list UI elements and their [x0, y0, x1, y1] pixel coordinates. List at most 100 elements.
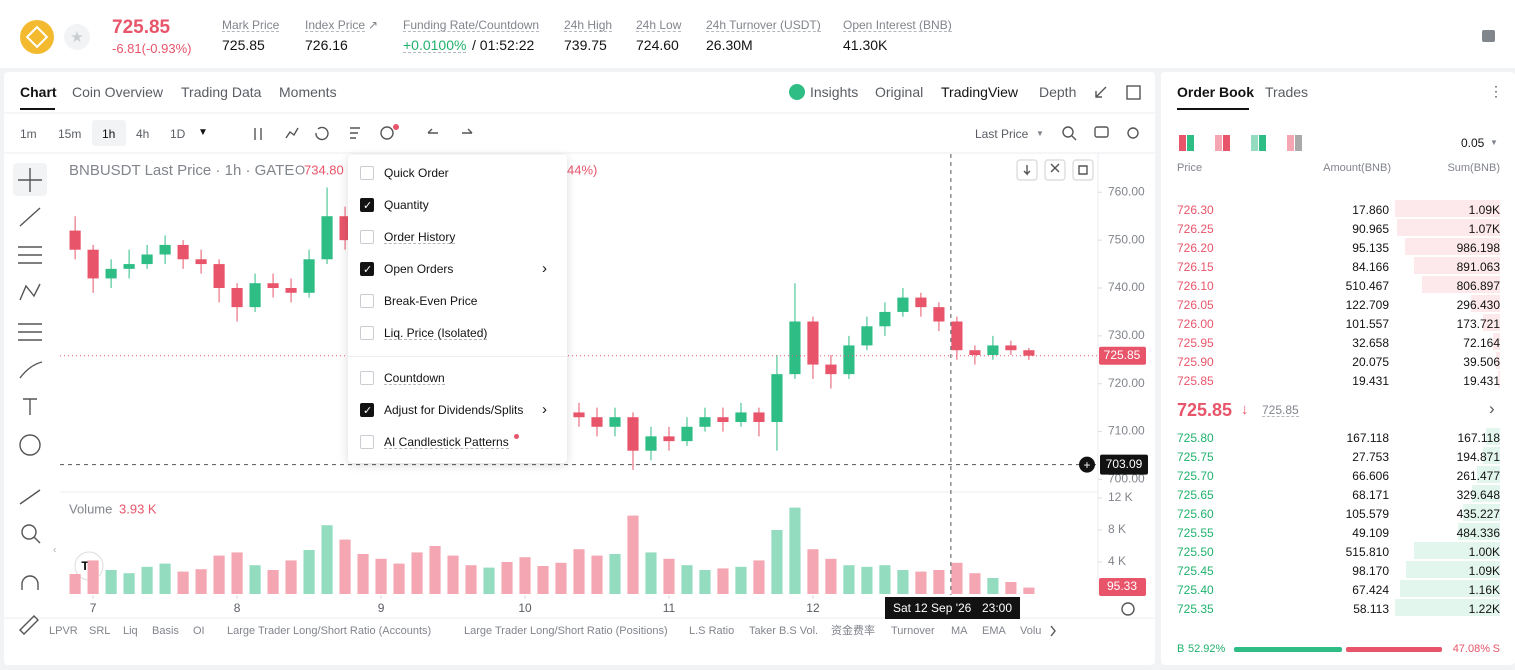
checkbox[interactable]: ✓	[360, 403, 374, 417]
interval[interactable]: 1D	[170, 127, 186, 141]
interval[interactable]: 15m	[58, 127, 82, 141]
layout-icon[interactable]	[1215, 135, 1222, 151]
indicator-tab[interactable]: 资金费率	[831, 625, 875, 637]
interval[interactable]: 4h	[136, 127, 150, 141]
ob-amount: 20.075	[1352, 355, 1389, 369]
indicator-tab[interactable]: Liq	[123, 625, 138, 637]
checkbox[interactable]	[360, 294, 374, 308]
price-type[interactable]: Last Price	[975, 127, 1029, 141]
stat-label: 24h High	[564, 18, 613, 32]
checkbox[interactable]: ✓	[360, 262, 374, 276]
ob-price[interactable]: 726.10	[1177, 279, 1214, 293]
depth-bar	[1483, 314, 1500, 331]
indicator-tab[interactable]: MA	[951, 625, 968, 637]
ob-price[interactable]: 725.90	[1177, 355, 1214, 369]
view-tab[interactable]: TradingView	[941, 84, 1019, 100]
ob-price[interactable]: 726.00	[1177, 317, 1214, 331]
volume-bar	[699, 570, 711, 594]
indicator-tab[interactable]: Volu	[1020, 625, 1042, 637]
indicator-tab[interactable]: EMA	[982, 625, 1006, 637]
indicator-tab[interactable]: Turnover	[891, 625, 935, 637]
col: Amount(BNB)	[1323, 162, 1391, 174]
candle-body	[807, 321, 819, 365]
indicator-tab[interactable]: Large Trader Long/Short Ratio (Accounts)	[227, 625, 432, 637]
volume-bar	[69, 574, 81, 594]
menu-item[interactable]: Open Orders	[384, 262, 454, 276]
ob-price[interactable]: 725.60	[1177, 507, 1214, 521]
depth-bar	[1462, 504, 1500, 521]
stat-value: 725.85	[222, 37, 265, 53]
view-tab[interactable]: Insights	[810, 84, 859, 100]
ob-price[interactable]: 725.80	[1177, 431, 1214, 445]
depth-bar	[1483, 447, 1500, 464]
menu-item[interactable]: Quantity	[384, 198, 429, 212]
view-tab[interactable]: Original	[875, 84, 924, 100]
ob-tab[interactable]: Trades	[1265, 84, 1309, 100]
indicator-tab[interactable]: Basis	[152, 625, 179, 637]
step[interactable]: 0.05	[1461, 136, 1485, 150]
tab[interactable]: Trading Data	[181, 84, 262, 100]
menu-item[interactable]: Order History	[384, 230, 456, 244]
ob-price[interactable]: 725.35	[1177, 602, 1214, 616]
menu-item[interactable]: Liq. Price (Isolated)	[384, 326, 488, 340]
candle-body	[339, 216, 351, 241]
ob-price[interactable]: 725.65	[1177, 488, 1214, 502]
indicator-tab[interactable]: Large Trader Long/Short Ratio (Positions…	[464, 625, 668, 637]
tab[interactable]: Coin Overview	[72, 84, 164, 100]
checkbox[interactable]	[360, 371, 374, 385]
ob-amount: 19.431	[1352, 374, 1389, 388]
chart-settings-menu[interactable]: Quick Order ✓ Quantity Order History ✓ Open O…	[348, 155, 567, 463]
layout-icon[interactable]	[1287, 135, 1294, 151]
menu-item[interactable]: Adjust for Dividends/Splits	[384, 403, 524, 417]
menu-dots: ⋮	[1489, 83, 1503, 99]
interval[interactable]: 1m	[20, 127, 37, 141]
menu-item[interactable]: Break-Even Price	[384, 294, 478, 308]
layout-icon[interactable]	[1295, 135, 1302, 151]
checkbox[interactable]	[360, 435, 374, 449]
checkbox[interactable]	[360, 326, 374, 340]
volume-bar	[285, 560, 297, 594]
mid-price: 725.85	[1177, 400, 1233, 420]
indicator-tab[interactable]: SRL	[89, 625, 111, 637]
indicator-tab[interactable]: L.S Ratio	[689, 625, 735, 637]
ob-price[interactable]: 726.30	[1177, 203, 1214, 217]
dropdown: ▼	[198, 127, 208, 138]
ob-price[interactable]: 725.50	[1177, 545, 1214, 559]
layout-icon[interactable]	[1223, 135, 1230, 151]
ob-price[interactable]: 725.40	[1177, 583, 1214, 597]
ob-price[interactable]: 726.20	[1177, 241, 1214, 255]
interval[interactable]: 1h	[102, 127, 116, 141]
layout-icon[interactable]	[1179, 135, 1186, 151]
ob-price[interactable]: 726.15	[1177, 260, 1214, 274]
y-tick-label: 710.00	[1108, 424, 1145, 438]
menu-item[interactable]: Quick Order	[384, 166, 449, 180]
ob-tab[interactable]: Order Book	[1177, 84, 1255, 100]
indicator-tab[interactable]: LPVR	[49, 625, 78, 637]
ob-price[interactable]: 726.25	[1177, 222, 1214, 236]
ob-price[interactable]: 726.05	[1177, 298, 1214, 312]
layout-icon[interactable]	[1259, 135, 1266, 151]
tab[interactable]: Chart	[20, 84, 57, 100]
ob-price[interactable]: 725.55	[1177, 526, 1214, 540]
indicator-tab[interactable]: Taker B.S Vol.	[749, 625, 819, 637]
y-tick-label: 730.00	[1108, 328, 1145, 342]
crosshair-date: Sat 12 Sep '26	[893, 601, 972, 615]
menu-item[interactable]: Countdown	[384, 371, 445, 385]
candle-body	[87, 249, 99, 279]
ob-price[interactable]: 725.85	[1177, 374, 1214, 388]
checkbox[interactable]	[360, 166, 374, 180]
checkbox[interactable]: ✓	[360, 198, 374, 212]
ob-price[interactable]: 725.75	[1177, 450, 1214, 464]
view-tab[interactable]: Depth	[1039, 84, 1077, 100]
ob-price[interactable]: 725.95	[1177, 336, 1214, 350]
volume-bar	[969, 573, 981, 594]
layout-icon[interactable]	[1251, 135, 1258, 151]
ob-price[interactable]: 725.45	[1177, 564, 1214, 578]
candle-body	[1005, 345, 1017, 351]
checkbox[interactable]	[360, 230, 374, 244]
layout-icon[interactable]	[1187, 135, 1194, 151]
tab[interactable]: Moments	[279, 84, 337, 100]
menu-item[interactable]: AI Candlestick Patterns	[384, 435, 509, 449]
ob-price[interactable]: 725.70	[1177, 469, 1214, 483]
indicator-tab[interactable]: OI	[193, 625, 205, 637]
